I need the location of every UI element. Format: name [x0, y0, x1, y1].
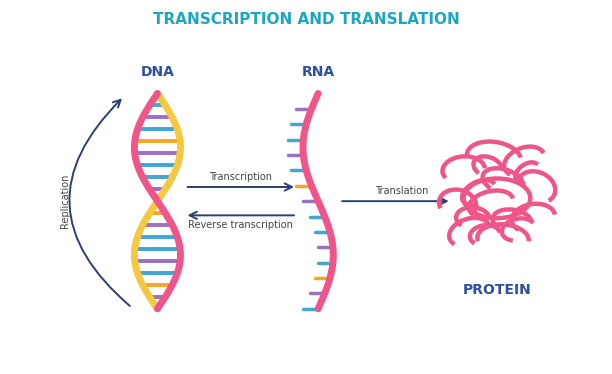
Text: RNA: RNA	[302, 65, 335, 79]
FancyArrowPatch shape	[69, 100, 130, 306]
Text: Replication: Replication	[60, 174, 70, 229]
Text: Transcription: Transcription	[209, 172, 272, 182]
Text: TRANSCRIPTION AND TRANSLATION: TRANSCRIPTION AND TRANSLATION	[152, 12, 460, 27]
Text: Reverse transcription: Reverse transcription	[188, 220, 293, 230]
Text: DNA: DNA	[141, 65, 174, 79]
Text: Translation: Translation	[375, 186, 428, 196]
Text: PROTEIN: PROTEIN	[463, 283, 531, 297]
